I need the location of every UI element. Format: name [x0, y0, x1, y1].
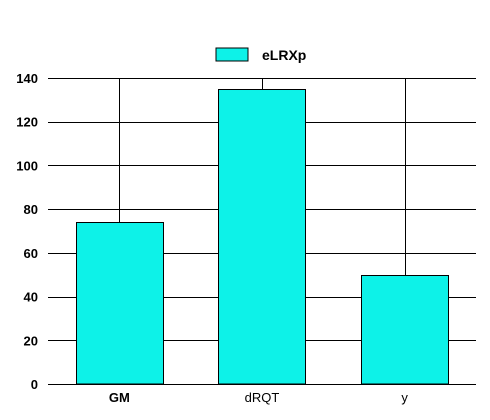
y-tick-label: 80	[24, 202, 38, 217]
bar-GM	[77, 223, 164, 385]
y-tick-label: 60	[24, 246, 38, 261]
y-axis-tick-labels: 0 20 40 60 80 100 120 140	[16, 71, 38, 392]
x-axis-tick-labels: GM dRQT y	[109, 390, 409, 405]
legend-label: eLRXp	[262, 47, 306, 63]
x-tick-label: dRQT	[245, 390, 280, 405]
y-tick-label: 140	[16, 71, 38, 86]
legend: eLRXp	[216, 47, 306, 63]
y-tick-label: 120	[16, 115, 38, 130]
y-tick-label: 20	[24, 333, 38, 348]
y-tick-label: 0	[31, 377, 38, 392]
y-tick-label: 100	[16, 158, 38, 173]
y-tick-label: 40	[24, 290, 38, 305]
bar-dRQT	[219, 90, 306, 385]
x-tick-label: y	[401, 390, 408, 405]
legend-swatch	[216, 48, 248, 61]
bar-y	[362, 276, 449, 385]
x-tick-label: GM	[109, 390, 130, 405]
bars	[77, 90, 449, 385]
